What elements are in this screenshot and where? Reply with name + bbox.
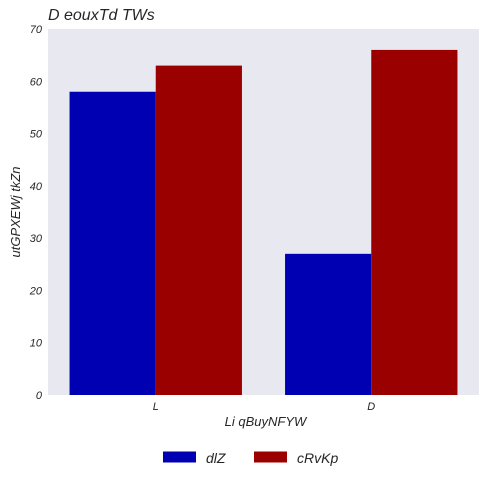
legend-label: cRvKp xyxy=(297,450,338,466)
bar-cRvKp-D xyxy=(371,49,458,396)
legend-swatch-cRvKp xyxy=(254,451,287,463)
x-tick-label: L xyxy=(153,401,159,413)
bar-cRvKp-L xyxy=(155,65,242,395)
legend-swatch-dlZ xyxy=(163,451,196,463)
bar-dlZ-L xyxy=(69,91,156,395)
bar-dlZ-D xyxy=(285,253,372,395)
y-tick-label: 50 xyxy=(30,129,43,141)
x-tick-label: D xyxy=(367,401,375,413)
y-tick-label: 20 xyxy=(29,285,43,297)
y-tick-label: 40 xyxy=(30,181,43,193)
x-axis-label: Li qBuyNFYW xyxy=(225,414,308,429)
y-axis-label: utGPXEWj tkZn xyxy=(8,166,23,257)
y-tick-label: 60 xyxy=(30,76,43,88)
chart-title: D eouxTd TWs xyxy=(48,7,155,24)
legend-label: dlZ xyxy=(206,450,226,466)
y-tick-label: 30 xyxy=(30,233,43,245)
y-tick-label: 0 xyxy=(36,390,43,402)
y-tick-label: 70 xyxy=(30,24,43,36)
y-tick-label: 10 xyxy=(30,338,43,350)
